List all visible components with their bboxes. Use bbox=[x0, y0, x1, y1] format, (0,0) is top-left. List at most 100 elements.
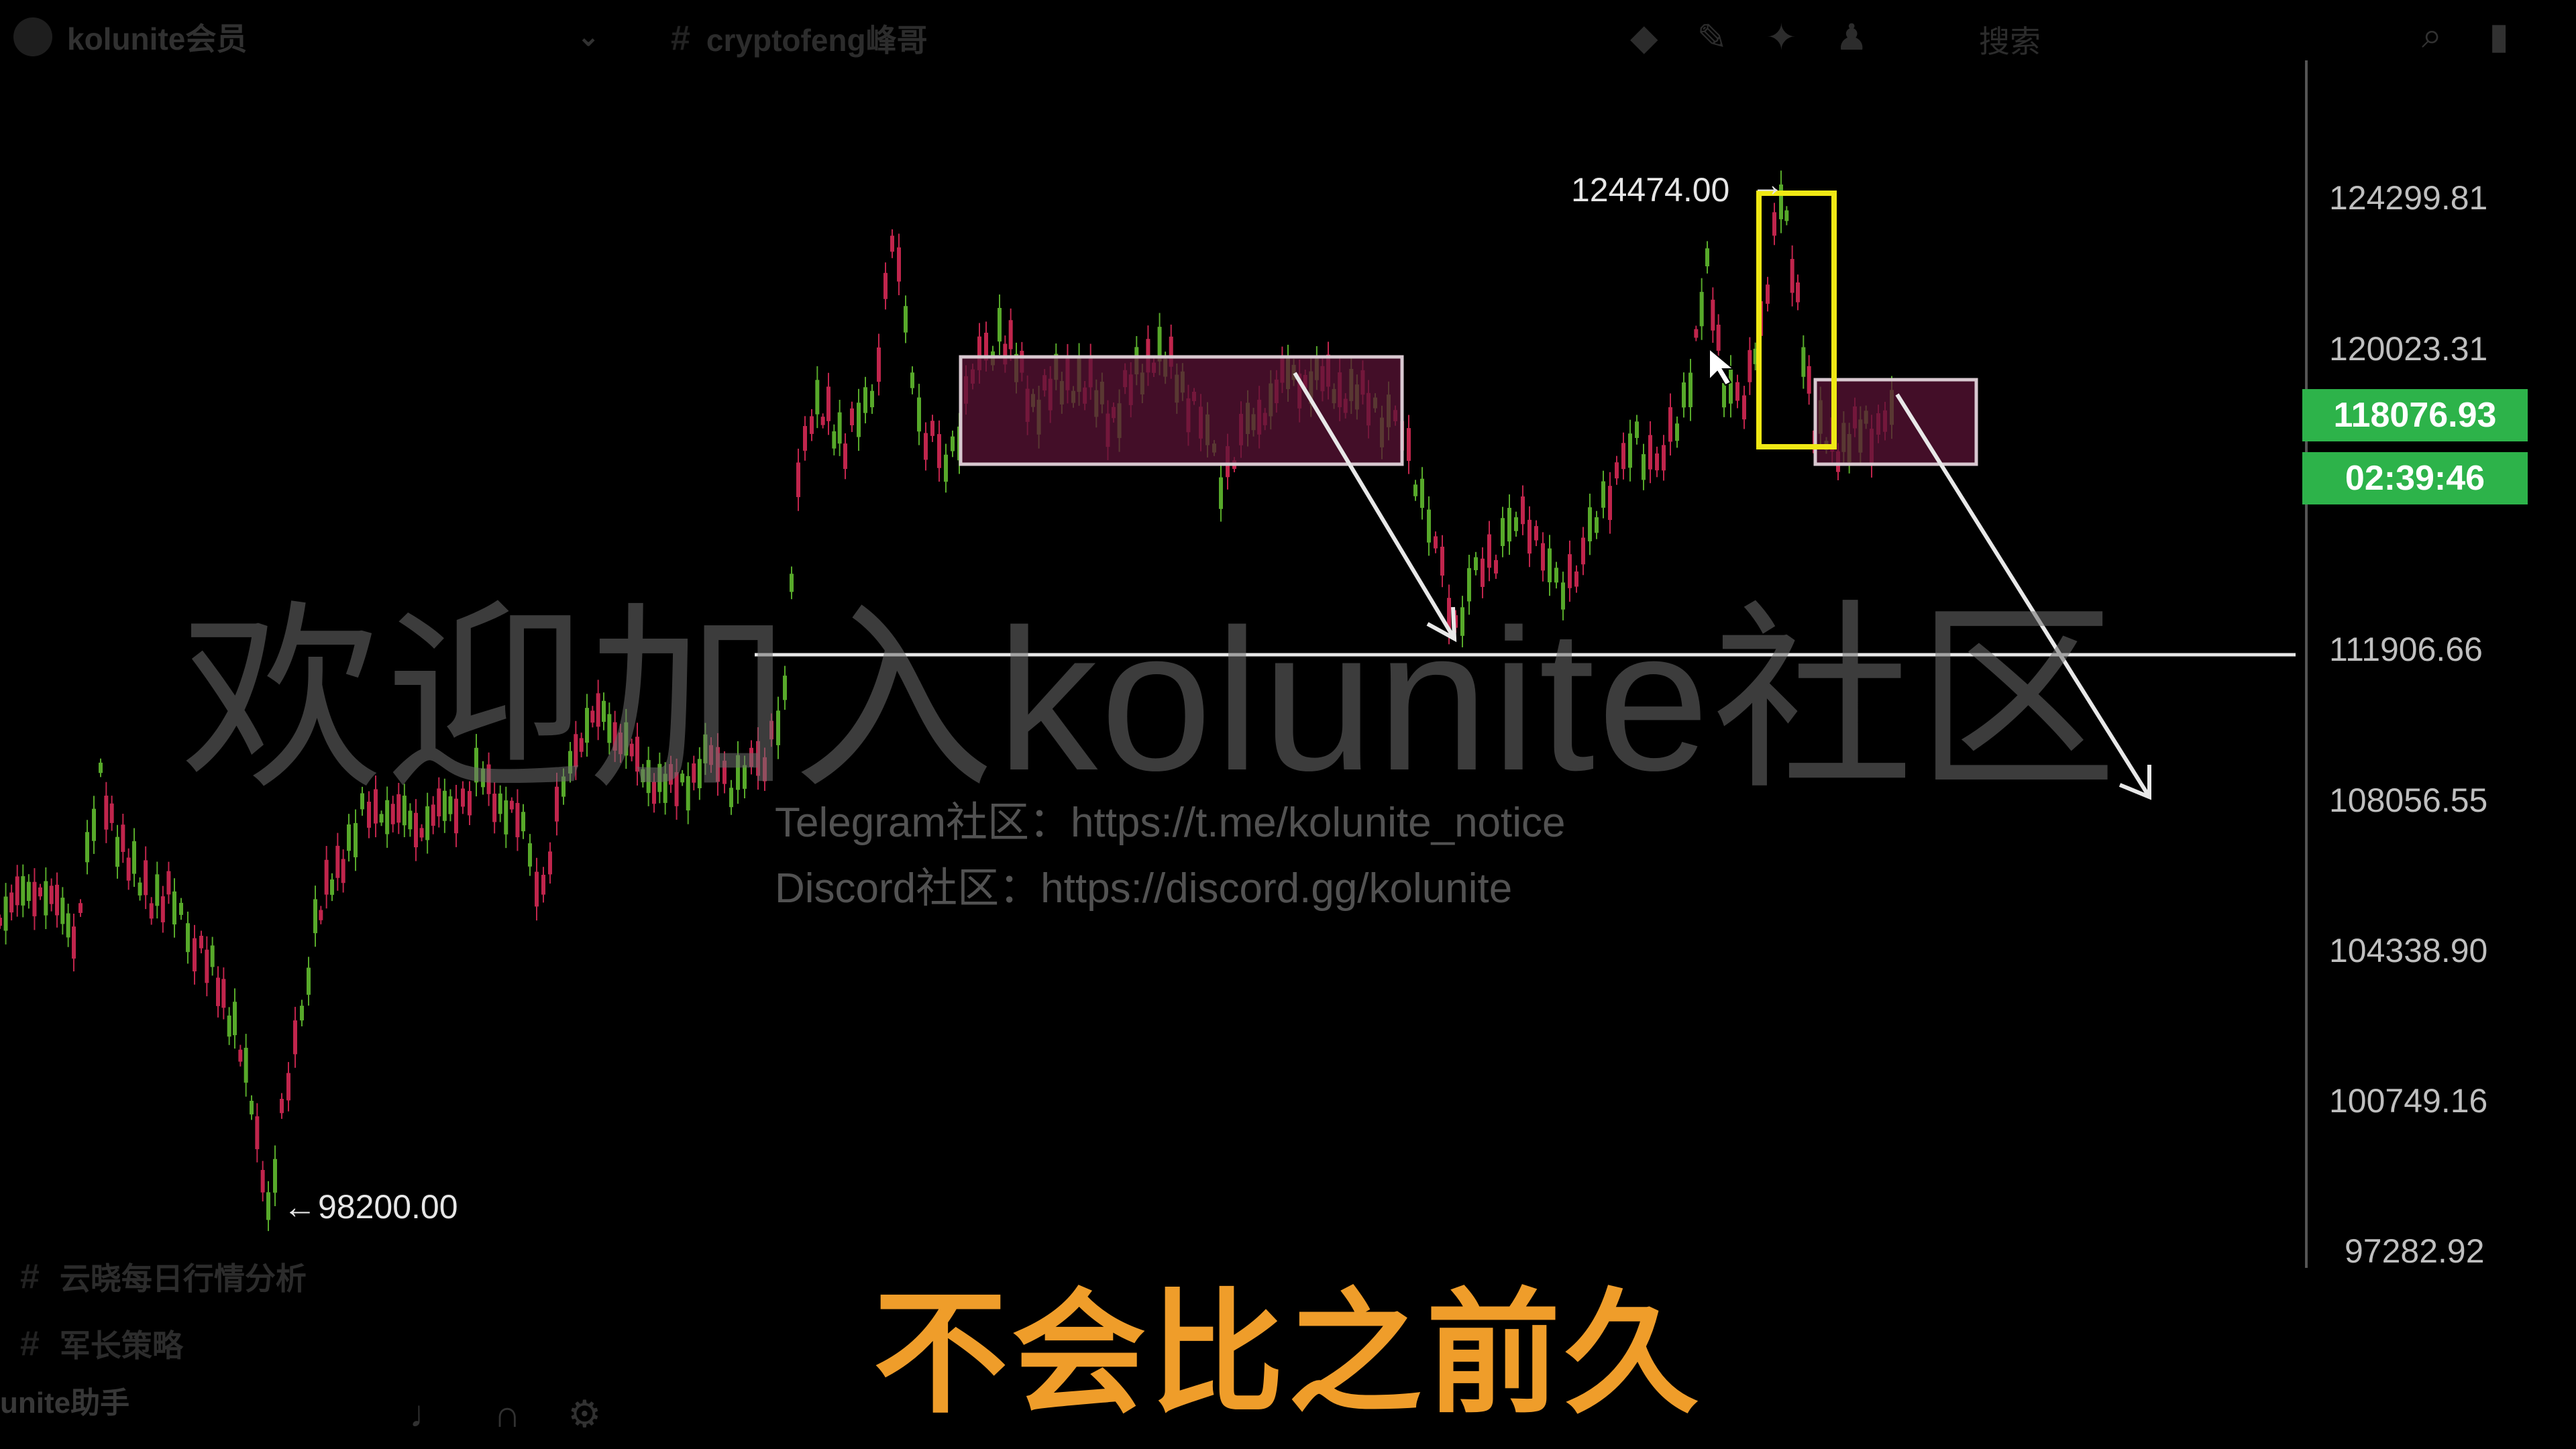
candle-body bbox=[442, 790, 447, 821]
candle-body bbox=[1219, 477, 1223, 509]
pin-icon[interactable]: ✦ bbox=[1766, 17, 1797, 58]
candle-body bbox=[1648, 435, 1652, 470]
candle-body bbox=[1796, 282, 1800, 303]
search-icon[interactable]: ⌕ bbox=[2422, 15, 2443, 56]
user-controls: ♩ ∩ ⚙ bbox=[409, 1392, 601, 1436]
candle-body bbox=[244, 1047, 248, 1083]
candle-body bbox=[579, 738, 584, 752]
chevron-down-icon[interactable]: ⌄ bbox=[577, 22, 600, 52]
candle-body bbox=[1474, 557, 1478, 570]
microphone-icon[interactable]: ♩ bbox=[409, 1393, 447, 1435]
sidebar-item-label: 云晓每日行情分析 bbox=[59, 1261, 307, 1296]
video-subtitle: 不会比之前久 bbox=[873, 1279, 1703, 1429]
candle-body bbox=[607, 714, 612, 743]
candle-body bbox=[1554, 568, 1558, 583]
settings-gear-icon[interactable]: ⚙ bbox=[568, 1393, 602, 1435]
candle-body bbox=[897, 247, 901, 282]
candle-body bbox=[657, 763, 662, 792]
candle-body bbox=[669, 763, 673, 785]
candle-body bbox=[1561, 582, 1565, 610]
candle-body bbox=[998, 308, 1002, 342]
candle-body bbox=[803, 426, 807, 451]
candle-body bbox=[149, 903, 154, 919]
candle-body bbox=[293, 1020, 297, 1055]
candle-body bbox=[1413, 484, 1417, 496]
tick-label: 111906.66 bbox=[2329, 631, 2483, 668]
candle-countdown-badge: 02:39:46 bbox=[2302, 452, 2528, 504]
candle-body bbox=[205, 949, 209, 983]
candle-body bbox=[877, 347, 881, 382]
low-price-label: 98200.00 bbox=[318, 1188, 458, 1226]
threads-icon[interactable]: ◆ bbox=[1630, 17, 1658, 58]
candle-body bbox=[1407, 428, 1411, 462]
watermark-telegram: Telegram社区：https://t.me/kolunite_notice bbox=[775, 800, 1566, 846]
candle-body bbox=[341, 859, 345, 883]
candle-body bbox=[1662, 445, 1666, 471]
candle-body bbox=[1460, 607, 1464, 636]
candle-body bbox=[515, 802, 520, 838]
candle-body bbox=[1790, 259, 1794, 293]
candle-body bbox=[541, 875, 545, 895]
bookmark-icon[interactable]: ▮ bbox=[2489, 16, 2509, 56]
candle-body bbox=[1668, 407, 1672, 442]
candle-body bbox=[692, 763, 696, 783]
candle-body bbox=[273, 1159, 277, 1193]
candle-body bbox=[160, 896, 165, 922]
candle-body bbox=[663, 773, 667, 803]
candle-body bbox=[1521, 496, 1525, 525]
candle-body bbox=[555, 786, 559, 822]
candle-body bbox=[0, 918, 2, 926]
candle-body bbox=[474, 747, 478, 783]
server-header[interactable]: kolunite会员 ⌄ bbox=[13, 13, 600, 60]
candle-body bbox=[109, 803, 114, 823]
search-input[interactable]: 搜索 bbox=[1979, 24, 2041, 59]
candle-body bbox=[641, 769, 645, 783]
sidebar-item-channel[interactable]: # 军长策略 bbox=[20, 1322, 183, 1366]
candle-body bbox=[431, 804, 435, 826]
candle-body bbox=[1655, 453, 1659, 471]
headphones-icon[interactable]: ∩ bbox=[494, 1393, 521, 1435]
candle-body bbox=[78, 903, 83, 913]
mute-icon[interactable]: ✎ bbox=[1697, 17, 1727, 58]
candle-body bbox=[883, 272, 888, 299]
candle-body bbox=[166, 871, 171, 895]
candle-body bbox=[870, 390, 874, 408]
server-avatar bbox=[13, 17, 52, 56]
arrow-head-2 bbox=[2118, 765, 2151, 800]
candle-body bbox=[486, 764, 491, 794]
candle-body bbox=[1722, 382, 1726, 408]
candle-body bbox=[910, 372, 914, 388]
arrow-down-1 bbox=[1293, 372, 1456, 640]
candle-body bbox=[300, 1006, 304, 1021]
candle-body bbox=[1694, 329, 1699, 338]
candle-body bbox=[937, 434, 941, 468]
candle-body bbox=[347, 824, 351, 851]
top-bar: kolunite会员 ⌄ # cryptofeng峰哥 ◆ ✎ ✦ ♟ 搜索 ⌕… bbox=[0, 0, 2576, 74]
candle-body bbox=[504, 800, 508, 835]
candle-body bbox=[602, 700, 606, 722]
candle-body bbox=[85, 832, 89, 863]
candle-body bbox=[1481, 558, 1485, 587]
candle-body bbox=[3, 896, 8, 931]
candle-body bbox=[1581, 537, 1585, 565]
candle-body bbox=[481, 768, 485, 788]
candle-body bbox=[126, 857, 131, 881]
candle-body bbox=[360, 793, 364, 810]
candle-body bbox=[121, 824, 125, 852]
candle-body bbox=[951, 436, 955, 451]
candle-body bbox=[596, 693, 600, 727]
candle-body bbox=[379, 814, 384, 823]
tick-label: 108056.55 bbox=[2329, 782, 2487, 819]
candle-body bbox=[250, 1100, 254, 1115]
candle-body bbox=[44, 881, 48, 916]
members-icon[interactable]: ♟ bbox=[1835, 17, 1868, 58]
candle-body bbox=[233, 1002, 237, 1036]
candle-body bbox=[686, 775, 690, 811]
candle-body bbox=[32, 881, 37, 916]
candle-body bbox=[509, 800, 514, 810]
candle-body bbox=[210, 945, 215, 967]
sidebar-item-channel[interactable]: # 云晓每日行情分析 bbox=[20, 1254, 307, 1299]
candle-body bbox=[55, 884, 59, 916]
